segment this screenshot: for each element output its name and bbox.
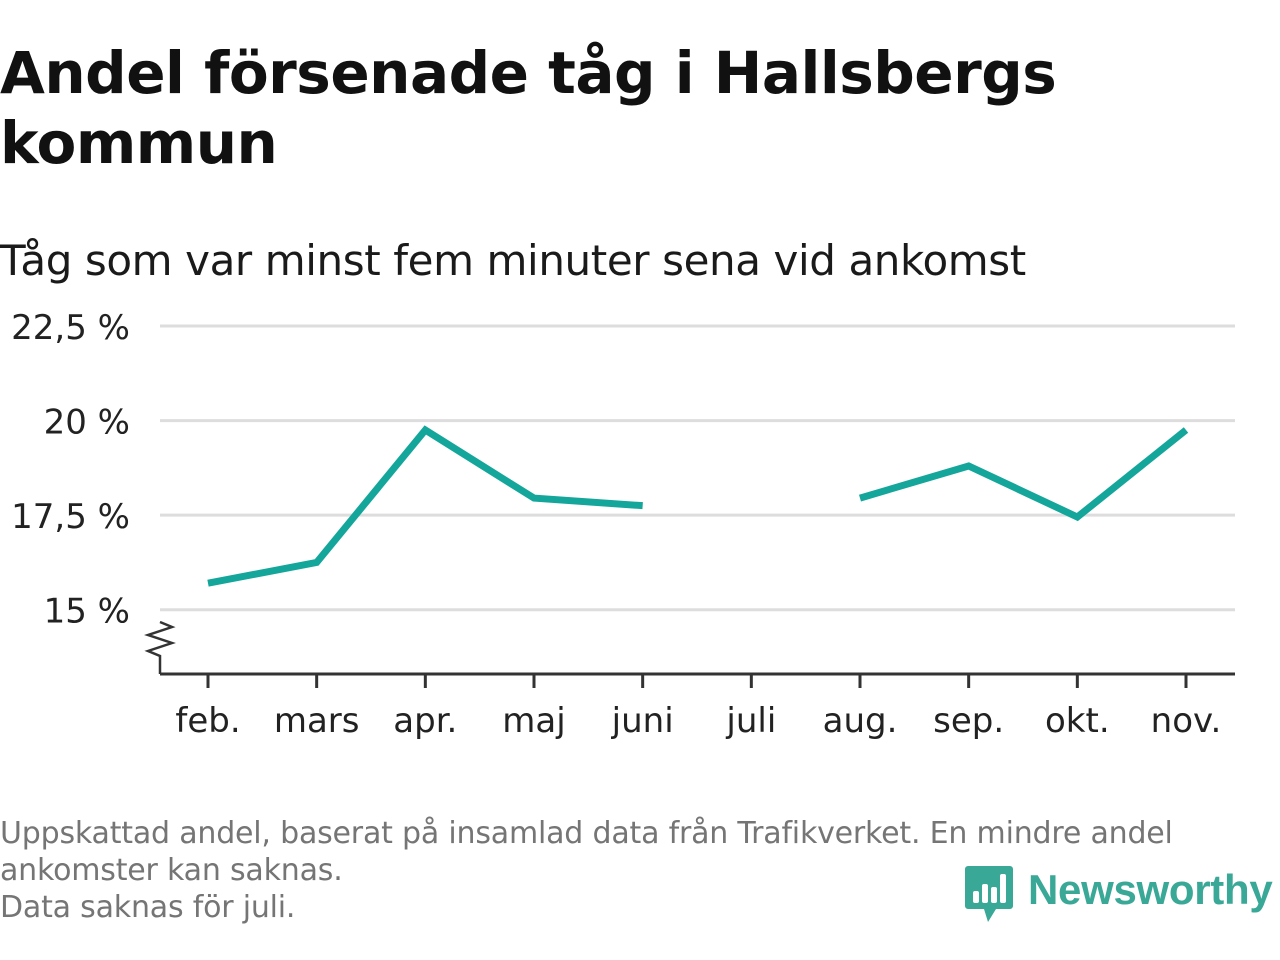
y-tick-label: 20 % xyxy=(44,403,130,443)
y-axis-tick-labels: 15 % 17,5 % 20 % 22,5 % xyxy=(11,308,130,632)
chart-title: Andel försenade tåg i Hallsbergs kommun xyxy=(0,39,1057,177)
x-tick-label: maj xyxy=(502,701,565,741)
gridlines xyxy=(160,324,1235,612)
y-tick-label: 15 % xyxy=(44,592,130,632)
x-tick-label: sep. xyxy=(933,701,1004,741)
x-tick-label: feb. xyxy=(175,701,240,741)
series-line-segment xyxy=(859,427,1189,522)
y-tick-label: 17,5 % xyxy=(11,497,130,537)
x-axis-ticks: feb. mars apr. maj juni juli aug. sep. okt. nov. xyxy=(175,674,1221,741)
brand-name: Newsworthy xyxy=(1028,866,1273,913)
footnote-line-2: ankomster kan saknas. xyxy=(0,853,343,888)
newsworthy-bar-chart-icon xyxy=(965,866,1013,922)
x-axis xyxy=(144,620,1235,676)
x-tick-label: mars xyxy=(274,701,360,741)
footnote-line-3: Data saknas för juli. xyxy=(0,890,296,925)
x-tick-label: aug. xyxy=(823,701,898,741)
x-tick-label: nov. xyxy=(1151,701,1222,741)
chart-subtitle: Tåg som var minst fem minuter sena vid a… xyxy=(0,236,1026,285)
series-line-segment xyxy=(207,425,643,587)
line-chart: 15 % 17,5 % 20 % 22,5 % feb. mars apr. maj juni… xyxy=(11,308,1235,741)
x-tick-label: okt. xyxy=(1045,701,1110,741)
x-tick-label: juni xyxy=(611,701,674,741)
newsworthy-logo: Newsworthy xyxy=(964,864,1273,924)
data-series xyxy=(207,425,1189,587)
footnote-line-1: Uppskattad andel, baserat på insamlad da… xyxy=(0,816,1173,851)
x-tick-label: apr. xyxy=(393,701,457,741)
footnote: Uppskattad andel, baserat på insamlad da… xyxy=(0,815,1270,926)
x-tick-label: juli xyxy=(725,701,776,741)
y-axis-break-icon xyxy=(144,620,176,674)
y-tick-label: 22,5 % xyxy=(11,308,130,348)
